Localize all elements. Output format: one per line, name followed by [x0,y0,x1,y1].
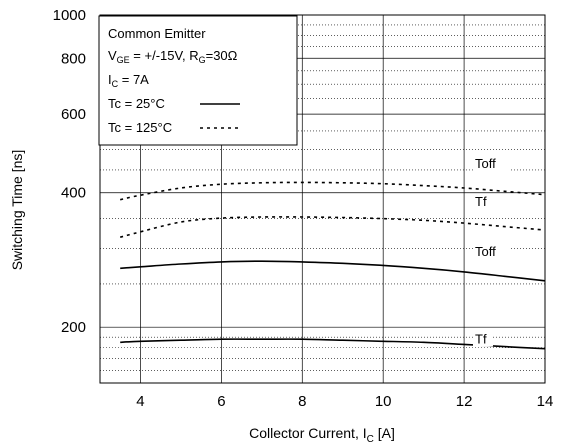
curves: Toff Tf Toff Tf [119,156,546,350]
x-axis-label: Collector Current, IC [A] [249,425,395,445]
series-toff-25c-line [120,260,546,282]
series-label-tf: Tf [475,331,487,346]
x-tick-label: 14 [537,393,554,410]
series-label-toff: Toff [475,244,496,259]
y-tick-label: 800 [61,50,86,67]
plot-frame [99,14,546,384]
legend-entry-125c: Tc = 125°C [108,120,172,135]
x-tick-label: 12 [456,393,473,410]
series-label-toff: Toff [475,156,496,171]
x-tick-label: 8 [298,393,306,410]
legend-box [98,15,298,146]
legend-ic-line: IC = 7A [108,72,149,89]
series-label-bg [473,332,493,347]
legend: Common Emitter VGE = +/-15V, RG=30Ω IC =… [98,15,298,146]
series-tf-25c-line [120,338,546,350]
tick-labels: 4 6 8 10 12 14 200 400 600 800 1000 [53,7,554,410]
legend-title: Common Emitter [108,26,206,41]
series-label-tf: Tf [475,194,487,209]
y-tick-label: 1000 [53,7,86,24]
legend-vge-line: VGE = +/-15V, RG=30Ω [108,48,238,65]
y-tick-label: 200 [61,319,86,336]
series-label-bg [473,156,509,171]
series-tf-125c-line [119,216,546,238]
series-toff-125c-line [120,181,546,201]
y-axis-label: Switching Time [ns] [9,150,25,271]
legend-entry-25c: Tc = 25°C [108,96,165,111]
series-label-bg [473,195,493,210]
y-tick-label: 600 [61,106,86,123]
series-label-bg [473,244,509,259]
x-tick-label: 6 [217,393,225,410]
x-tick-label: 10 [375,393,392,410]
y-tick-label: 400 [61,185,86,202]
x-tick-label: 4 [136,393,144,410]
